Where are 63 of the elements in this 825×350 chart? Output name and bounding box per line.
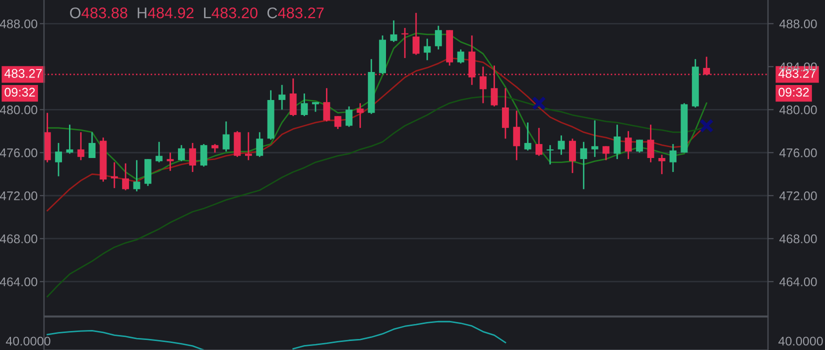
candlestick <box>334 115 342 130</box>
candlestick <box>234 130 241 158</box>
y2-tick-label: 464.00 <box>779 277 817 286</box>
candlestick <box>110 162 118 189</box>
candlestick <box>245 132 252 161</box>
candlestick <box>502 87 509 140</box>
y-tick-label: 472.00 <box>0 191 38 200</box>
candlestick <box>222 120 230 152</box>
candlestick <box>122 162 130 191</box>
candlestick <box>278 84 286 110</box>
candlestick <box>290 78 297 117</box>
candlestick <box>535 127 542 157</box>
y2-tick-label: 488.00 <box>779 19 817 28</box>
chart-title: O483.88 H484.92 L483.20 C483.27 <box>70 8 324 18</box>
candlestick <box>178 144 185 162</box>
candlestick <box>591 120 598 158</box>
candlestick <box>434 25 442 50</box>
candlestick <box>256 132 264 158</box>
candlestick <box>200 143 208 168</box>
candlestick <box>390 20 398 43</box>
candlestick <box>88 132 96 159</box>
y2-tick-label: 472.00 <box>779 191 817 200</box>
y2-tick-label: 476.00 <box>779 148 817 158</box>
candlestick <box>77 132 84 161</box>
y-tick-label: 468.00 <box>0 234 38 244</box>
candlestick <box>401 27 408 59</box>
y-tick-label: 464.00 <box>0 277 38 286</box>
candlestick <box>189 142 196 173</box>
candlestick <box>624 130 632 160</box>
candlestick <box>524 122 532 152</box>
candlestick <box>412 12 420 56</box>
candlestick <box>133 159 140 192</box>
text: 09:32 <box>778 88 809 97</box>
y-tick-label: 476.00 <box>0 148 38 158</box>
candlestick <box>636 139 643 154</box>
y-tick-label: 488.00 <box>0 19 38 28</box>
candlestick <box>558 134 565 156</box>
text: 09:32 <box>4 88 35 97</box>
annotation: 40.0000 <box>6 336 50 346</box>
candlestick <box>580 141 588 190</box>
candlestick <box>457 48 464 64</box>
candlestick <box>602 145 610 161</box>
candlestick <box>312 101 319 112</box>
candlestick <box>156 141 163 163</box>
candlestick <box>346 106 352 128</box>
candlestick <box>356 102 364 129</box>
candlestick <box>658 154 666 175</box>
text: 40.0000 <box>778 336 823 346</box>
candlestick <box>323 87 330 122</box>
candlestick <box>55 142 62 177</box>
candlestick <box>670 143 676 173</box>
candlestick <box>546 144 554 166</box>
y-tick-label: 480.00 <box>0 105 38 114</box>
y2-tick-label: 480.00 <box>779 105 817 114</box>
candlestick <box>647 124 654 163</box>
candlestick <box>300 92 308 117</box>
candlestick <box>424 38 431 61</box>
y2-tick-label: 468.00 <box>779 234 817 244</box>
candlestick <box>569 138 576 174</box>
ref-line-label: 483.27 <box>4 68 42 78</box>
candlestick <box>513 110 520 161</box>
candlestick <box>614 124 621 160</box>
candlestick <box>66 124 74 154</box>
